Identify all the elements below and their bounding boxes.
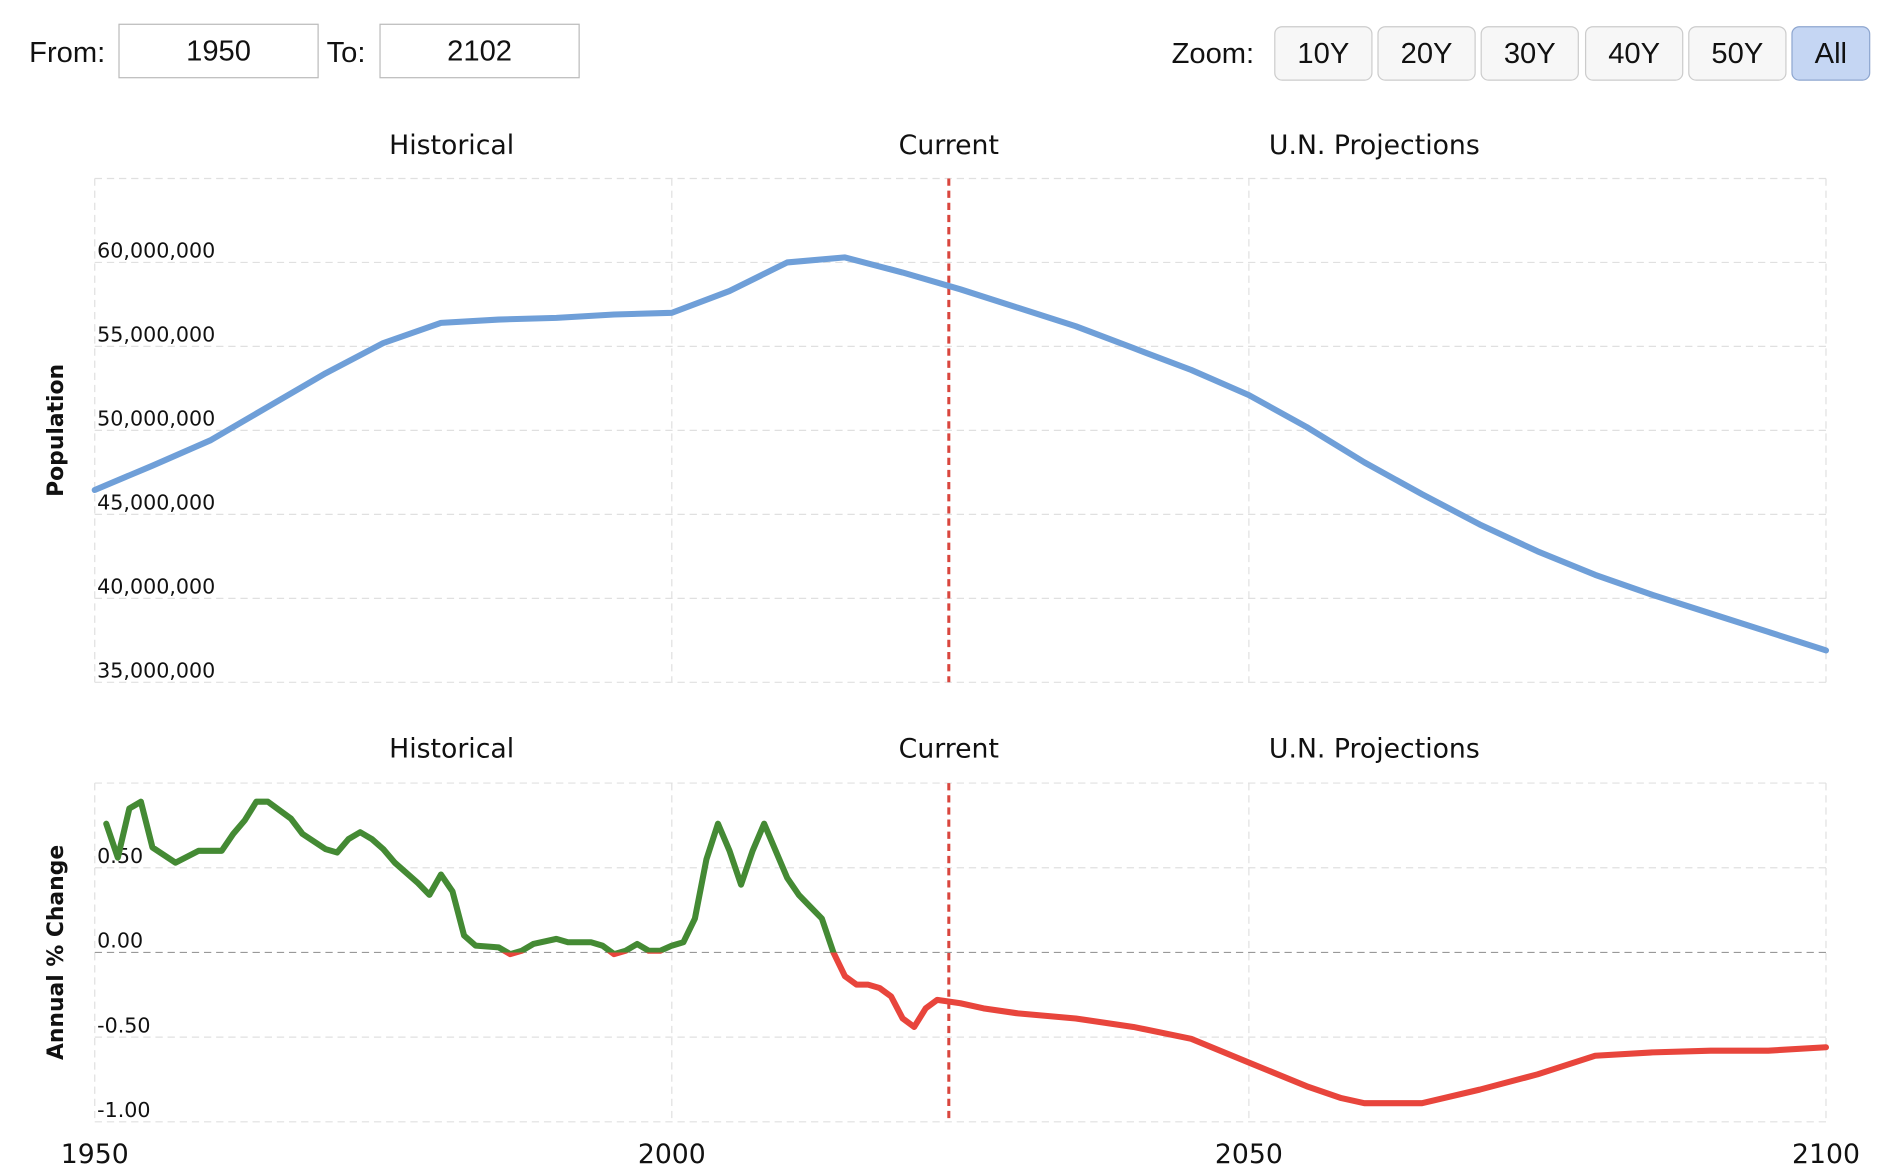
x-tick-label: 2050 — [1215, 1139, 1283, 1170]
y-tick-label: 45,000,000 — [97, 491, 215, 515]
annotation: Historical — [389, 734, 514, 765]
annotation: U.N. Projections — [1269, 734, 1480, 765]
zoom-button-label[interactable]: All — [1815, 38, 1847, 70]
zoom-button-label[interactable]: 10Y — [1297, 38, 1349, 70]
y-tick-label: 35,000,000 — [97, 658, 215, 682]
zoom-button[interactable] — [1480, 26, 1579, 81]
zoom-label: Zoom: — [1172, 38, 1255, 70]
y-tick-label: 60,000,000 — [97, 239, 215, 263]
to-label: To: — [327, 37, 366, 69]
y-axis-title: Population — [44, 364, 69, 497]
from-value[interactable]: 1950 — [186, 36, 251, 68]
y-tick-label: 55,000,000 — [97, 323, 215, 347]
y-axis-title: Annual % Change — [44, 845, 69, 1060]
zoom-button-label[interactable]: 40Y — [1608, 38, 1660, 70]
zoom-button[interactable] — [1791, 26, 1871, 81]
zoom-button[interactable] — [1274, 26, 1373, 81]
annotation: Current — [899, 130, 999, 161]
x-tick-label: 2100 — [1792, 1139, 1860, 1170]
y-tick-label: 50,000,000 — [97, 407, 215, 431]
y-tick-label: 0.00 — [97, 929, 143, 953]
x-tick-label: 2000 — [638, 1139, 706, 1170]
data-line — [103, 798, 1830, 1107]
zoom-button[interactable] — [1584, 26, 1684, 81]
from-label: From: — [29, 37, 105, 69]
to-input[interactable] — [379, 23, 580, 79]
zoom-button-label[interactable]: 20Y — [1401, 38, 1453, 70]
annotation: U.N. Projections — [1269, 130, 1480, 161]
y-tick-label: -1.00 — [97, 1098, 150, 1122]
y-tick-label: -0.50 — [97, 1013, 150, 1037]
to-value[interactable]: 2102 — [447, 36, 512, 68]
zoom-button-label[interactable]: 30Y — [1504, 38, 1556, 70]
zoom-button[interactable] — [1377, 26, 1476, 81]
y-tick-label: 40,000,000 — [97, 574, 215, 598]
data-line — [91, 254, 1830, 654]
x-tick-label: 1950 — [61, 1139, 129, 1170]
from-input[interactable] — [118, 23, 319, 79]
zoom-button[interactable] — [1688, 26, 1787, 81]
annotation: Historical — [389, 130, 514, 161]
annotation: Current — [899, 734, 999, 765]
zoom-button-label[interactable]: 50Y — [1711, 38, 1763, 70]
